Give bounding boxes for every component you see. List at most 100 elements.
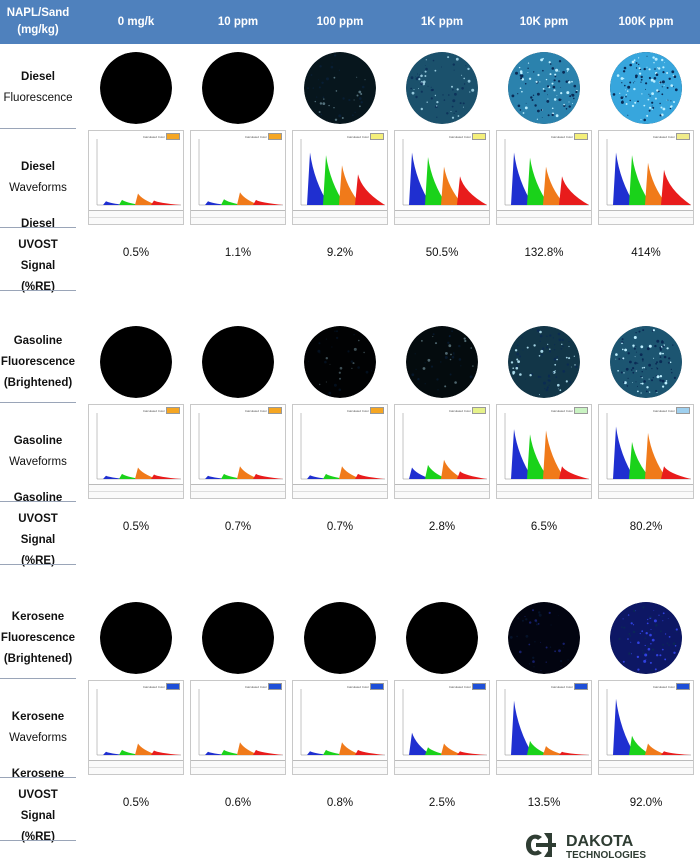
diesel-waveform-legend-swatch-2 <box>370 133 384 140</box>
gasoline-waveform-footer-divider-3 <box>395 491 489 492</box>
diesel-waveform-legend-text-0: Calculated Color <box>142 134 165 139</box>
diesel-waveform-footer-divider-5 <box>599 217 693 218</box>
diesel-waveform-footer-3 <box>395 210 489 224</box>
gasoline-waveform-legend-3: Calculated Color <box>449 407 486 414</box>
waveform-peak-3 <box>135 193 157 205</box>
kerosene-waveform-rule <box>0 777 76 778</box>
diesel-waveform-footer-2 <box>293 210 387 224</box>
gasoline-waveform-footer-4 <box>497 484 591 498</box>
gasoline-fluorescence-disc-0 <box>100 326 172 398</box>
kerosene-signal-label-line-3: (%RE) <box>21 831 55 843</box>
dakota-logo-icon: DAKOTA TECHNOLOGIES <box>526 833 646 861</box>
waveform-peak-4 <box>253 199 283 205</box>
waveform-peak-4 <box>355 473 385 479</box>
gasoline-waveform-label-line-2: Waveforms <box>9 455 67 468</box>
kerosene-waveform-legend-text-1: Calculated Color <box>244 684 267 689</box>
diesel-fluorescence-image-2 <box>304 52 376 124</box>
waveform-peak-1 <box>511 429 533 479</box>
diesel-waveform-footer-divider-0 <box>89 217 183 218</box>
column-header-1: 10 ppm <box>217 15 259 28</box>
header-corner-line1: NAPL/Sand <box>6 7 70 19</box>
kerosene-waveform-legend-5: Calculated Color <box>653 683 690 690</box>
kerosene-waveform-legend-0: Calculated Color <box>143 683 180 690</box>
waveform-peak-2 <box>119 473 141 479</box>
kerosene-waveform-legend-swatch-3 <box>472 683 486 690</box>
waveform-peak-3 <box>543 166 565 205</box>
diesel-waveform-legend-text-3: Calculated Color <box>448 134 471 139</box>
diesel-waveform-footer-1 <box>191 210 285 224</box>
gasoline-waveform-footer-2 <box>293 484 387 498</box>
diesel-fluorescence-rule <box>0 128 76 129</box>
diesel-waveform-footer-divider-4 <box>497 217 591 218</box>
kerosene-signal-value-1: 0.6% <box>224 797 252 809</box>
waveform-peak-4 <box>253 473 283 479</box>
diesel-waveform-legend-2: Calculated Color <box>347 133 384 140</box>
diesel-fluorescence-image-3 <box>406 52 478 124</box>
waveform-peak-4 <box>457 176 487 205</box>
kerosene-waveform-panel-0: Calculated Color <box>88 680 184 775</box>
kerosene-waveform-footer-1 <box>191 760 285 774</box>
diesel-signal-value-2: 9.2% <box>326 247 354 259</box>
diesel-fluorescence-image-5 <box>610 52 682 124</box>
waveform-peak-4 <box>661 466 691 479</box>
gasoline-signal-value-5: 80.2% <box>629 521 663 533</box>
dakota-logo: DAKOTA TECHNOLOGIES <box>522 829 698 861</box>
waveform-peak-4 <box>559 751 589 755</box>
waveform-peak-1 <box>103 201 125 205</box>
gasoline-waveform-legend-1: Calculated Color <box>245 407 282 414</box>
kerosene-waveform-panel-3: Calculated Color <box>394 680 490 775</box>
diesel-waveform-legend-swatch-0 <box>166 133 180 140</box>
waveform-peak-1 <box>511 152 533 205</box>
gasoline-waveform-legend-4: Calculated Color <box>551 407 588 414</box>
gasoline-fluorescence-image-4 <box>508 326 580 398</box>
gasoline-waveform-footer-1 <box>191 484 285 498</box>
gasoline-waveform-panel-3: Calculated Color <box>394 404 490 499</box>
diesel-waveform-legend-swatch-3 <box>472 133 486 140</box>
gasoline-fluorescence-image-1 <box>202 326 274 398</box>
gasoline-waveform-legend-swatch-3 <box>472 407 486 414</box>
waveform-peak-4 <box>661 751 691 755</box>
diesel-fluorescence-image-0 <box>100 52 172 124</box>
waveform-peak-2 <box>425 464 447 479</box>
gasoline-waveform-legend-swatch-5 <box>676 407 690 414</box>
waveform-peak-3 <box>441 166 463 205</box>
kerosene-fluorescence-image-0 <box>100 602 172 674</box>
waveform-peak-2 <box>221 749 243 755</box>
kerosene-fluorescence-disc-4 <box>508 602 580 674</box>
waveform-peak-4 <box>253 749 283 755</box>
kerosene-waveform-footer-2 <box>293 760 387 774</box>
gasoline-fluorescence-disc-4 <box>508 326 580 398</box>
diesel-waveform-panel-3: Calculated Color <box>394 130 490 225</box>
waveform-peak-1 <box>613 698 635 755</box>
waveform-peak-2 <box>527 157 549 205</box>
gasoline-signal-value-3: 2.8% <box>428 521 456 533</box>
kerosene-waveform-chart-0 <box>96 689 181 756</box>
diesel-waveform-footer-divider-2 <box>293 217 387 218</box>
gasoline-signal-value-0: 0.5% <box>122 521 150 533</box>
waveform-peak-3 <box>645 432 667 479</box>
diesel-waveform-label-line-2: Waveforms <box>9 181 67 194</box>
gasoline-waveform-chart-5 <box>606 413 691 480</box>
gasoline-waveform-footer-divider-1 <box>191 491 285 492</box>
gasoline-waveform-panel-2: Calculated Color <box>292 404 388 499</box>
gasoline-waveform-footer-divider-2 <box>293 491 387 492</box>
waveform-peak-3 <box>543 746 565 755</box>
kerosene-fluorescence-label: Kerosene Fluorescence (Brightened) <box>0 600 76 676</box>
diesel-fluorescence-disc-3 <box>406 52 478 124</box>
gasoline-waveform-footer-divider-0 <box>89 491 183 492</box>
kerosene-signal-value-0: 0.5% <box>122 797 150 809</box>
kerosene-waveform-footer-0 <box>89 760 183 774</box>
waveform-peak-2 <box>119 749 141 755</box>
kerosene-waveform-footer-divider-1 <box>191 767 285 768</box>
gasoline-waveform-footer-0 <box>89 484 183 498</box>
gasoline-waveform-chart-1 <box>198 413 283 480</box>
gasoline-waveform-chart-4 <box>504 413 589 480</box>
waveform-peak-1 <box>205 201 227 205</box>
waveform-peak-4 <box>559 176 589 205</box>
gasoline-waveform-footer-divider-5 <box>599 491 693 492</box>
kerosene-waveform-panel-2: Calculated Color <box>292 680 388 775</box>
gasoline-waveform-footer-divider-4 <box>497 491 591 492</box>
gasoline-waveform-label: Gasoline Waveforms <box>0 404 76 499</box>
diesel-waveform-panel-1: Calculated Color <box>190 130 286 225</box>
gasoline-waveform-legend-swatch-1 <box>268 407 282 414</box>
